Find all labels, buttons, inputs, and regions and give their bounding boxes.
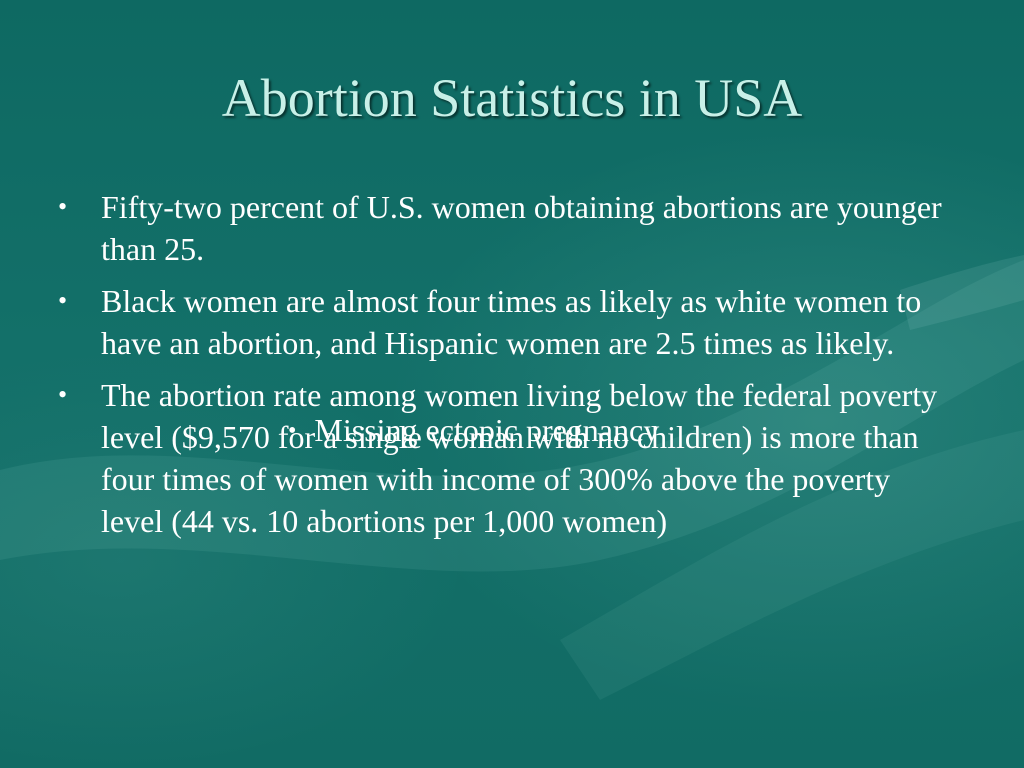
bullet-list: • Fifty-two percent of U.S. women obtain… <box>58 186 958 552</box>
bullet-text: Fifty-two percent of U.S. women obtainin… <box>101 189 942 267</box>
bullet-item: • Fifty-two percent of U.S. women obtain… <box>58 186 958 270</box>
bullet-text: Black women are almost four times as lik… <box>101 283 922 361</box>
bullet-item: • The abortion rate among women living b… <box>58 374 958 542</box>
bullet-dot-icon: • <box>58 286 68 315</box>
bullet-dot-icon: • <box>58 192 68 221</box>
bullet-item: • Black women are almost four times as l… <box>58 280 958 364</box>
slide-title: Abortion Statistics in USA <box>221 68 803 128</box>
bullet-dot-icon: • <box>288 418 297 444</box>
overlapping-bullet: • Missing ectopic pregnancy <box>288 410 659 454</box>
overlapping-bullet-text: Missing ectopic pregnancy <box>314 412 660 448</box>
bullet-dot-icon: • <box>58 380 68 409</box>
bullet-text: The abortion rate among women living bel… <box>101 377 938 539</box>
